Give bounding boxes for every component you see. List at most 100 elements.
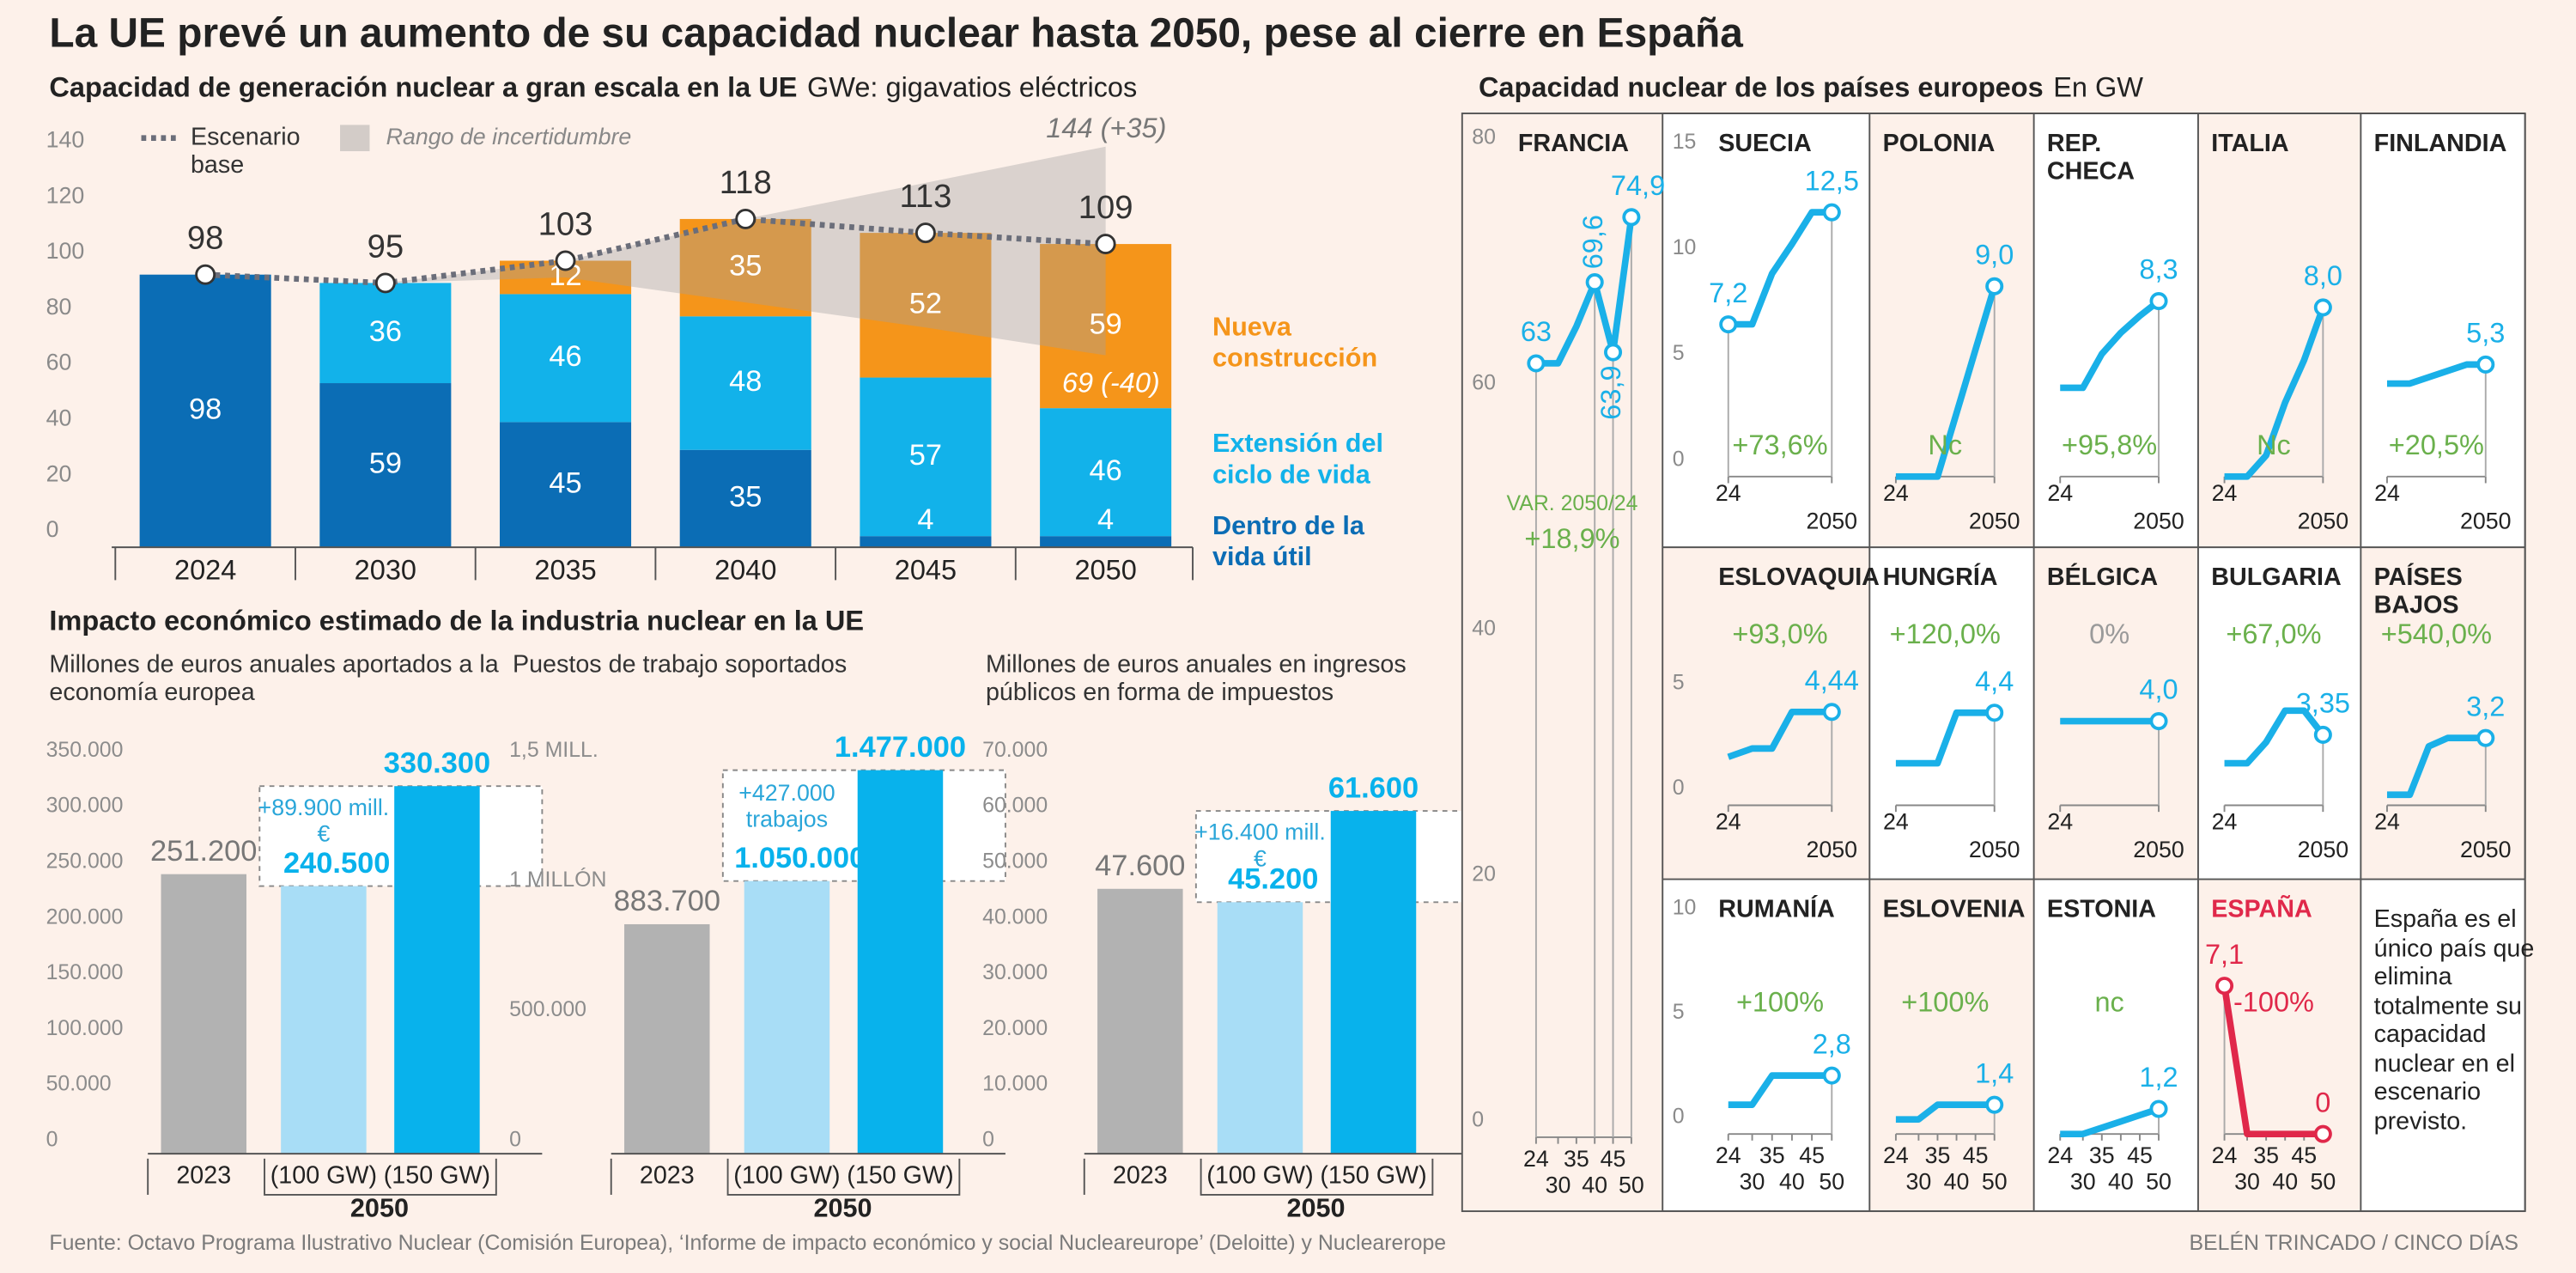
y-tick-label: 120 [46,182,85,208]
x-tick-label: 30 [1740,1169,1765,1195]
x-tick-label: 24 [2212,480,2238,506]
value-label: 4,0 [2139,674,2178,705]
value-label: 240.500 [283,847,390,880]
y-tick-label: 0 [1673,447,1685,471]
bar [1217,902,1303,1154]
y-tick-label: 0 [1673,776,1685,800]
x-tick-label: 24 [1883,480,1909,506]
x-tick-label: 50 [1819,1169,1844,1195]
y-tick-label: 60 [1472,370,1496,394]
value-label: 251.200 [150,835,257,868]
value-label: 69,6 [1577,215,1608,269]
x-tick-label: 2050 [1969,837,2020,862]
x-tick-label: (100 GW) [733,1161,840,1189]
legend-label: Escenario base [190,123,301,180]
source: Fuente: Octavo Programa Ilustrativo Nucl… [49,1231,1446,1255]
x-tick-label: 30 [2070,1169,2096,1195]
segment-label: 4 [1097,503,1114,536]
change-label: Nc [2257,429,2291,460]
segment-label: 36 [369,315,402,348]
x-tick-label: 40 [2272,1169,2298,1195]
chart-subtitle: Puestos de trabajo soportados [512,650,848,679]
change-label: +67,0% [2226,618,2321,649]
value-label: 5,3 [2466,318,2505,349]
value-label: 45.200 [1228,863,1318,896]
segment-label: 48 [729,365,762,398]
country-line [2386,361,2486,387]
legend-label: Rango de incertidumbre [386,124,632,149]
segment-label: 52 [909,287,942,320]
x-tick-label: 2050 [1074,554,1136,585]
value-label: 8,0 [2304,260,2342,291]
scenario-line [205,216,1106,286]
value-label: 1,2 [2139,1062,2178,1093]
y-tick-label: 1,5 MILL. [509,738,598,762]
bar [394,786,480,1154]
y-tick-label: 20.000 [982,1016,1048,1040]
range-lower-label: 69 (-40) [1062,368,1160,399]
y-tick-label: 200.000 [46,904,124,929]
x-tick-label: 2050 [2133,837,2184,862]
x-tick-label: 30 [1546,1172,1571,1197]
country-line [2221,985,2324,1137]
segment-label: 98 [189,393,222,426]
x-tick-label: 35 [2089,1142,2115,1168]
country-point [1622,208,1641,227]
panel-name: RUMANÍA [1718,895,1835,924]
value-label: 7,1 [2205,939,2244,970]
panel-background [1662,879,1870,1212]
scenario-point [1095,234,1116,255]
note: España es el único país que elimina tota… [2373,905,2535,1136]
panel-background [1662,113,1870,548]
value-label: 330.300 [384,746,490,779]
change-label: +20,5% [2389,429,2484,460]
x-tick-label: 2045 [895,554,957,585]
value-label: 9,0 [1975,239,2014,270]
page-title: La UE prevé un aumento de su capacidad n… [49,11,1743,57]
x-tick-label: 40 [1779,1169,1805,1195]
bar-segment [679,449,811,548]
panel-background [1869,879,2034,1212]
bar [1330,811,1417,1154]
chart-title: Capacidad de generación nuclear a gran e… [49,71,1137,102]
value-label: 1,4 [1975,1057,2014,1088]
panel-name: BULGARIA [2211,563,2342,592]
y-tick-label: 40.000 [982,904,1048,929]
chart-subtitle: GWe: gigavatios eléctricos [807,71,1137,102]
x-tick-label: 2050 [2133,508,2184,533]
value-label: 4,44 [1805,665,1859,696]
country-point [1985,704,2004,722]
x-tick-label: 35 [1759,1142,1785,1168]
segment-label: 35 [729,481,762,514]
legend-swatch [340,125,370,152]
change-label: +120,0% [1890,618,2001,649]
country-point [2149,712,2168,731]
change-label: nc [2094,987,2123,1018]
country-point [2149,291,2168,311]
value-label: 47.600 [1095,850,1185,882]
value-label: 7,2 [1709,277,1747,308]
x-tick-label: 40 [1582,1172,1607,1197]
segment-label: 46 [549,340,581,373]
y-tick-label: 140 [46,127,85,153]
group-bracket [726,1158,961,1196]
x-tick-label: 2050 [2460,837,2512,862]
country-point [1604,343,1623,362]
bar [624,923,710,1154]
value-label: 1.050.000 [734,842,866,874]
change-label: +95,8% [2062,429,2157,460]
country-line [2386,734,2486,799]
x-tick-label: 24 [2047,809,2073,835]
segment-label: 57 [909,439,942,472]
scenario-label: 118 [720,164,772,201]
country-line [1727,708,1832,760]
country-point [1585,273,1604,292]
segment-label: 59 [369,448,402,480]
country-point [2215,977,2234,996]
panel-background [2033,547,2198,880]
scenario-label: 103 [538,205,593,242]
y-tick-label: 40 [46,405,72,431]
uncertainty-range [385,146,1106,356]
change-title: VAR. 2050/24 [1507,491,1638,515]
